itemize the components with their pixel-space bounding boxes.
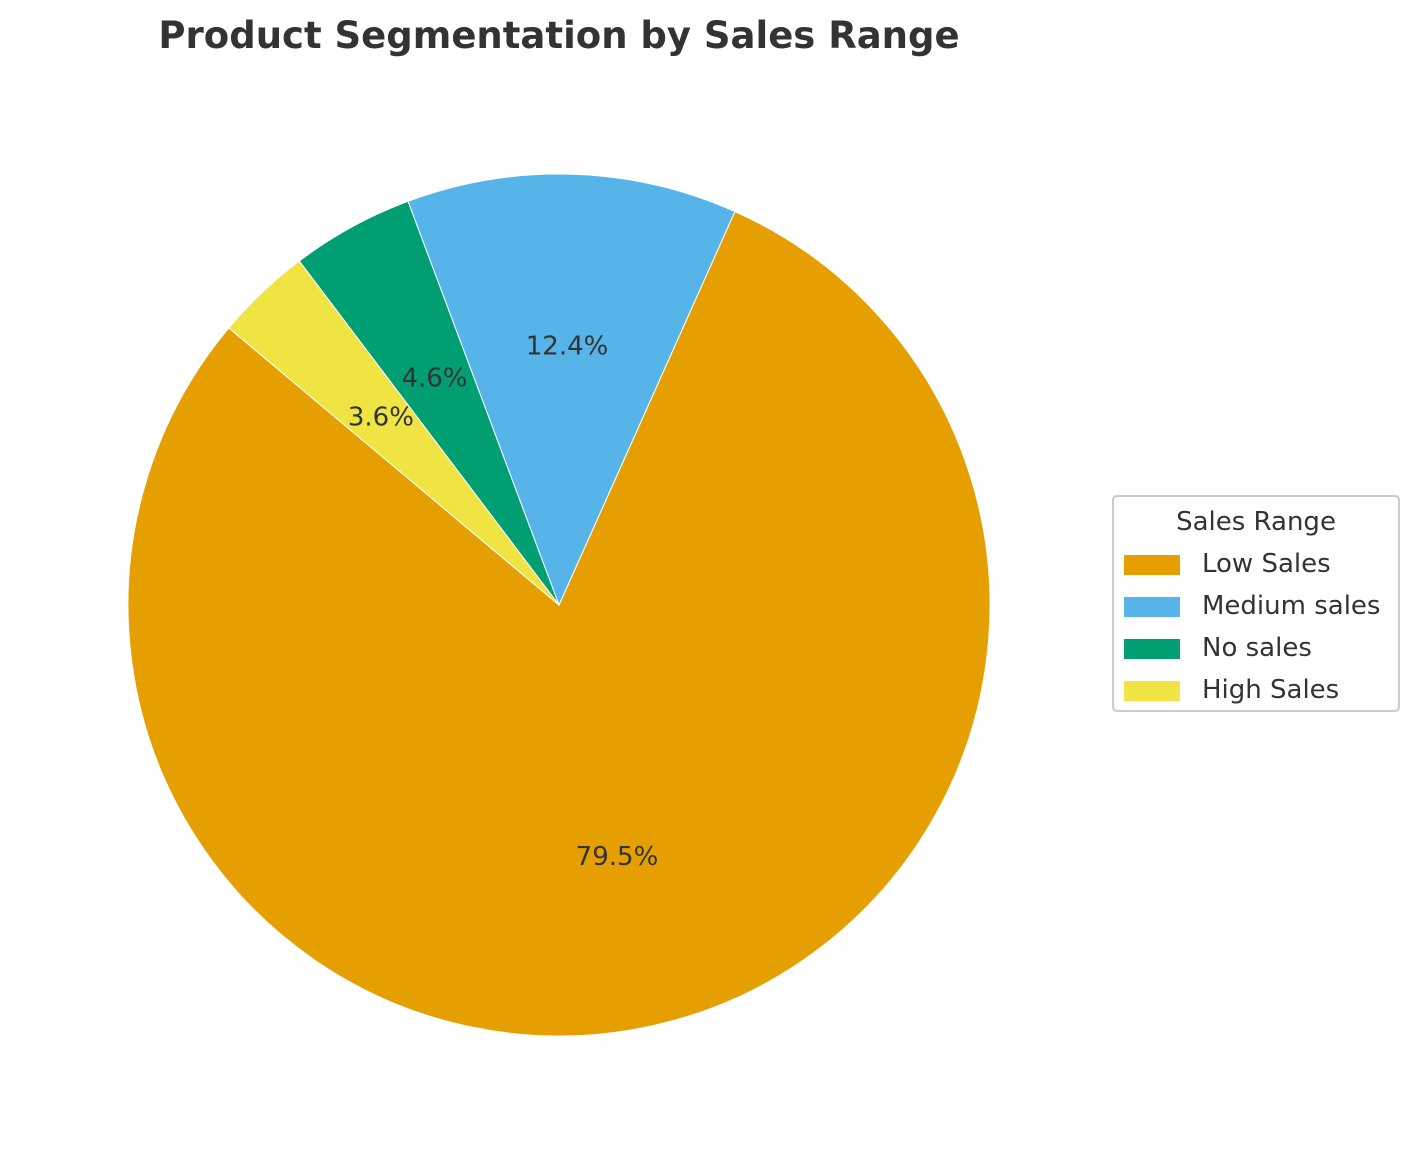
legend-swatch-low-sales: [1124, 555, 1180, 575]
pie-chart: 79.5% 12.4% 4.6% 3.6%: [0, 0, 1110, 1164]
legend-swatch-high-sales: [1124, 681, 1180, 701]
pie-slices: [128, 174, 990, 1036]
legend-entry-high-sales: High Sales: [1124, 670, 1396, 710]
pie-label-no-sales: 4.6%: [401, 363, 467, 393]
pie-label-high-sales: 3.6%: [348, 403, 414, 433]
legend-swatch-medium-sales: [1124, 597, 1180, 617]
legend-swatch-no-sales: [1124, 639, 1180, 659]
pie-label-medium-sales: 12.4%: [526, 332, 609, 362]
pie-label-low-sales: 79.5%: [576, 842, 659, 872]
legend-entry-no-sales: No sales: [1124, 628, 1396, 668]
legend-label-low-sales: Low Sales: [1202, 544, 1331, 584]
legend-label-medium-sales: Medium sales: [1202, 586, 1380, 626]
legend-entry-medium-sales: Medium sales: [1124, 586, 1396, 626]
legend: Sales Range Low Sales Medium sales No sale…: [1112, 495, 1400, 712]
legend-title: Sales Range: [1114, 506, 1398, 538]
legend-label-high-sales: High Sales: [1202, 670, 1339, 710]
legend-entry-low-sales: Low Sales: [1124, 544, 1396, 584]
legend-label-no-sales: No sales: [1202, 628, 1312, 668]
